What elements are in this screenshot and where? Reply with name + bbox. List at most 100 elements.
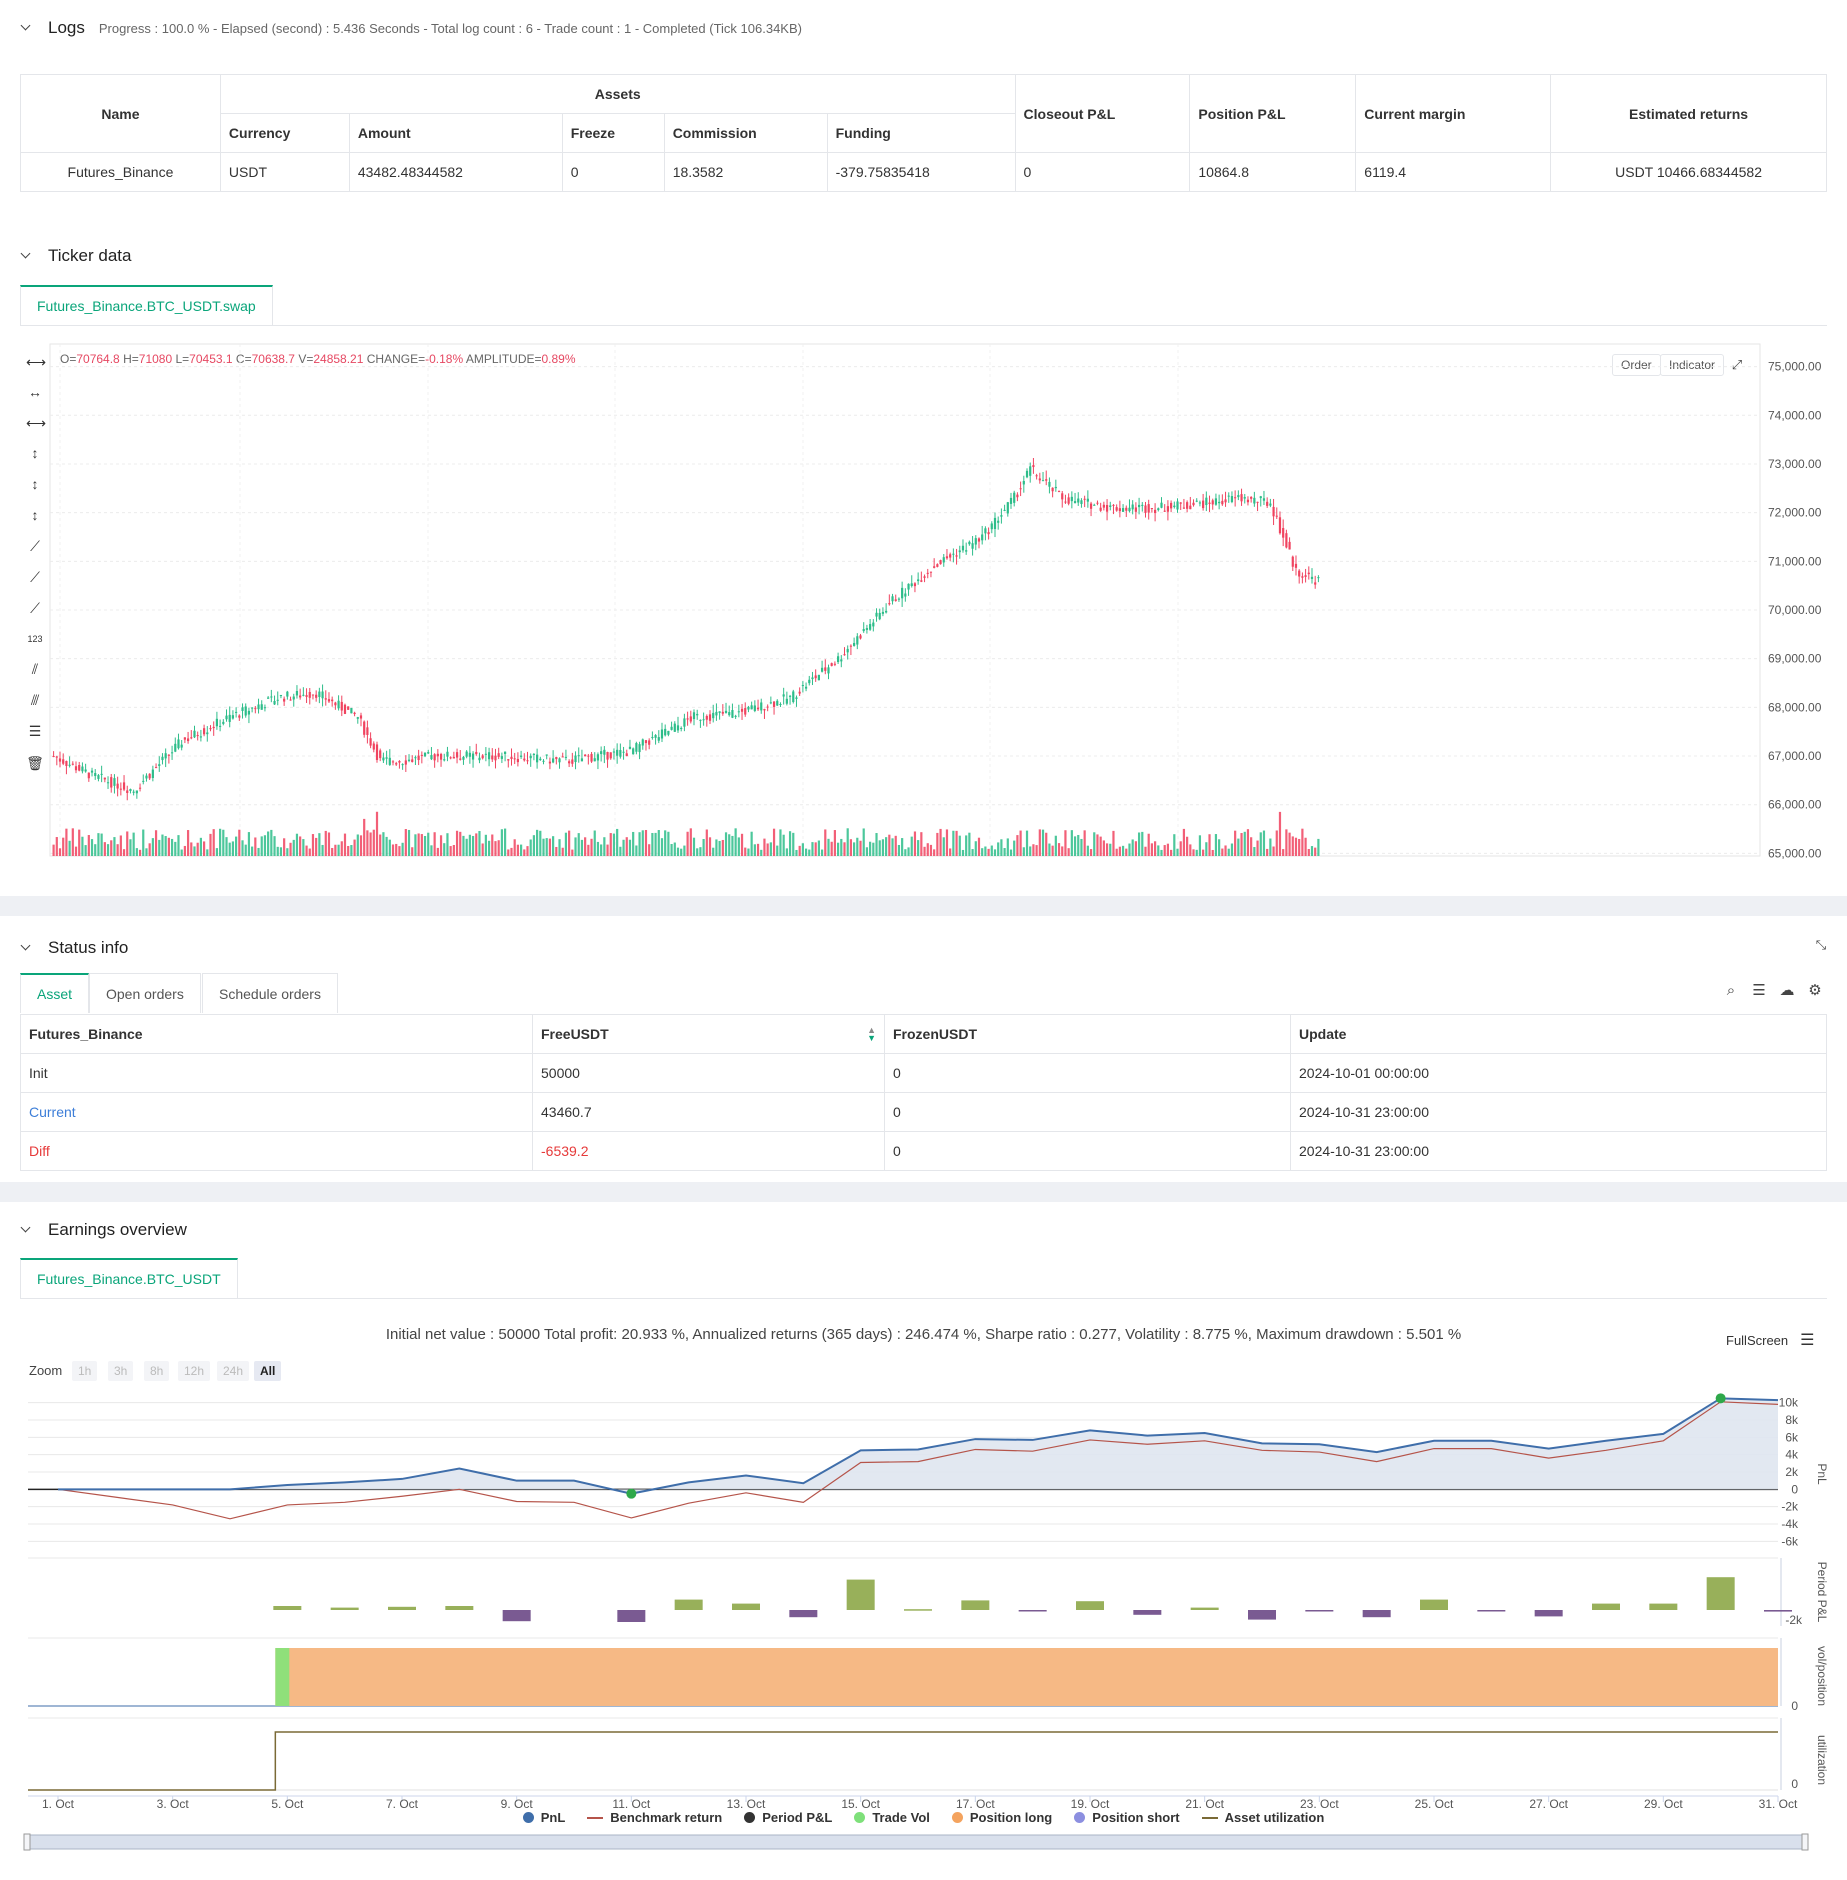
menu-icon[interactable]: ☰ bbox=[1800, 1332, 1815, 1349]
cloud-download-icon[interactable]: ☁ bbox=[1779, 982, 1795, 999]
trade-marker[interactable] bbox=[1715, 1393, 1726, 1404]
y-tick-label: 68,000.00 bbox=[1768, 700, 1822, 714]
candle-body bbox=[731, 710, 734, 718]
volume-bar bbox=[1250, 837, 1253, 856]
trend-line-icon[interactable]: ⟋ bbox=[30, 538, 40, 554]
segment-icon[interactable]: ⟋ bbox=[30, 600, 40, 616]
volume-bar bbox=[247, 832, 251, 856]
navigator-scrollbar[interactable] bbox=[0, 1832, 1847, 1852]
legend-item[interactable]: Period P&L bbox=[744, 1810, 832, 1825]
candle-body bbox=[356, 717, 359, 719]
volume-bar bbox=[471, 835, 475, 856]
fib-levels-icon[interactable]: ☰ bbox=[28, 723, 42, 739]
navigator-handle-left[interactable] bbox=[23, 1833, 31, 1851]
candle-body bbox=[199, 736, 202, 738]
volume-bar bbox=[235, 836, 238, 856]
vertical-line-icon[interactable]: ↕ bbox=[31, 445, 39, 461]
collapse-icon[interactable]: ⤡ bbox=[1815, 937, 1827, 952]
candle-body bbox=[564, 756, 568, 758]
order-button[interactable]: Order bbox=[1612, 354, 1661, 376]
candle-body bbox=[856, 636, 859, 645]
candle-body bbox=[641, 739, 644, 746]
candle-body bbox=[407, 759, 411, 761]
candle-body bbox=[1089, 503, 1093, 509]
trash-icon[interactable]: 🗑 bbox=[26, 755, 44, 771]
cell-free: 43460.7 bbox=[532, 1092, 885, 1132]
zoom-8h[interactable]: 8h bbox=[144, 1361, 170, 1381]
vertical-ray-icon[interactable]: ↕ bbox=[31, 476, 39, 492]
volume-bar bbox=[1051, 845, 1054, 856]
search-icon[interactable]: ⌕ bbox=[1726, 982, 1736, 999]
volume-bar bbox=[804, 848, 808, 856]
tab-earnings-symbol[interactable]: Futures_Binance.BTC_USDT bbox=[20, 1258, 238, 1298]
legend-item[interactable]: Asset utilization bbox=[1201, 1810, 1324, 1825]
candle-body bbox=[500, 756, 503, 759]
volume-bar bbox=[811, 842, 814, 856]
zoom-12h[interactable]: 12h bbox=[178, 1361, 211, 1381]
expand-icon[interactable]: ⤢ bbox=[1731, 357, 1743, 372]
candle-body bbox=[632, 748, 635, 755]
legend-item[interactable]: Trade Vol bbox=[854, 1810, 930, 1825]
volume-bar bbox=[990, 845, 993, 856]
tab-schedule-orders[interactable]: Schedule orders bbox=[202, 973, 338, 1013]
candle-body bbox=[430, 755, 433, 760]
y-tick-label: 74,000.00 bbox=[1768, 408, 1822, 422]
candlestick-chart[interactable]: 75,000.00 74,000.00 73,000.00 72,000.00 71,0… bbox=[0, 340, 1847, 860]
earnings-chart[interactable]: 10k 8k 6k 4k 2k 0 -2k -4k -6k -2k 0 0 PnL Period P&L v… bbox=[0, 1386, 1847, 1856]
legend-item[interactable]: Position short bbox=[1074, 1810, 1180, 1825]
legend-item[interactable]: Benchmark return bbox=[587, 1810, 722, 1825]
volume-bar bbox=[81, 836, 84, 856]
indicator-button[interactable]: Indicator bbox=[1660, 354, 1725, 376]
tab-asset[interactable]: Asset bbox=[20, 973, 90, 1013]
horizontal-ray-icon[interactable]: ↔ bbox=[28, 384, 42, 400]
candle-body bbox=[670, 726, 673, 730]
period-bar bbox=[1534, 1610, 1563, 1617]
gear-icon[interactable]: ⚙ bbox=[1808, 982, 1822, 999]
ticker-header[interactable]: Ticker data bbox=[20, 244, 131, 268]
chevron-down-icon[interactable] bbox=[20, 22, 32, 34]
fullscreen-button[interactable]: FullScreen ☰ bbox=[1726, 1332, 1815, 1349]
candle-body bbox=[1224, 499, 1227, 503]
zoom-3h[interactable]: 3h bbox=[108, 1361, 134, 1381]
candle-body bbox=[257, 704, 260, 710]
volume-bar bbox=[600, 844, 603, 856]
horizontal-segment-icon[interactable]: ⟷ bbox=[26, 415, 47, 431]
navigator-handle-right[interactable] bbox=[1801, 1833, 1809, 1851]
volume-bar bbox=[1227, 848, 1230, 856]
tab-ticker-symbol[interactable]: Futures_Binance.BTC_USDT.swap bbox=[20, 285, 273, 325]
parallel-channel-icon[interactable]: ⫽ bbox=[31, 661, 39, 677]
zoom-all[interactable]: All bbox=[254, 1361, 282, 1381]
sort-icon[interactable]: ▲ ▼ bbox=[867, 1025, 876, 1043]
candle-body bbox=[945, 556, 949, 559]
status-header[interactable]: Status info bbox=[20, 936, 128, 960]
period-bar bbox=[1248, 1610, 1276, 1620]
legend-item[interactable]: Position long bbox=[951, 1810, 1052, 1825]
tab-open-orders[interactable]: Open orders bbox=[89, 973, 201, 1013]
zoom-24h[interactable]: 24h bbox=[217, 1361, 250, 1381]
candle-body bbox=[411, 759, 414, 762]
horizontal-line-icon[interactable]: ⟷ bbox=[26, 354, 47, 370]
logs-header[interactable]: Logs Progress : 100.0 % - Elapsed (secon… bbox=[20, 16, 802, 40]
candle-body bbox=[1186, 502, 1189, 509]
volume-bar bbox=[545, 838, 548, 856]
volume-bar bbox=[1291, 836, 1294, 856]
volume-bar bbox=[772, 828, 776, 856]
th-freeusdt[interactable]: FreeUSDT ▲ ▼ bbox=[532, 1014, 885, 1054]
candle-body bbox=[1102, 504, 1105, 508]
list-icon[interactable]: ☰ bbox=[1752, 982, 1766, 999]
chevron-down-icon[interactable] bbox=[20, 942, 32, 954]
chevron-down-icon[interactable] bbox=[20, 1224, 32, 1236]
chevron-down-icon[interactable] bbox=[20, 250, 32, 262]
price-label-icon[interactable]: 123 bbox=[27, 634, 43, 644]
volume-bar bbox=[1221, 848, 1224, 856]
earnings-header[interactable]: Earnings overview bbox=[20, 1218, 187, 1242]
legend-item[interactable]: PnL bbox=[522, 1810, 565, 1825]
trade-marker[interactable] bbox=[626, 1488, 637, 1499]
volume-bar bbox=[273, 836, 276, 856]
candle-body bbox=[503, 751, 507, 754]
trend-ray-icon[interactable]: ⟋ bbox=[30, 569, 40, 585]
fib-icon[interactable]: ⫻ bbox=[30, 692, 40, 708]
vertical-segment-icon[interactable]: ↕ bbox=[31, 507, 39, 523]
volume-bar bbox=[186, 830, 190, 856]
zoom-1h[interactable]: 1h bbox=[72, 1361, 98, 1381]
